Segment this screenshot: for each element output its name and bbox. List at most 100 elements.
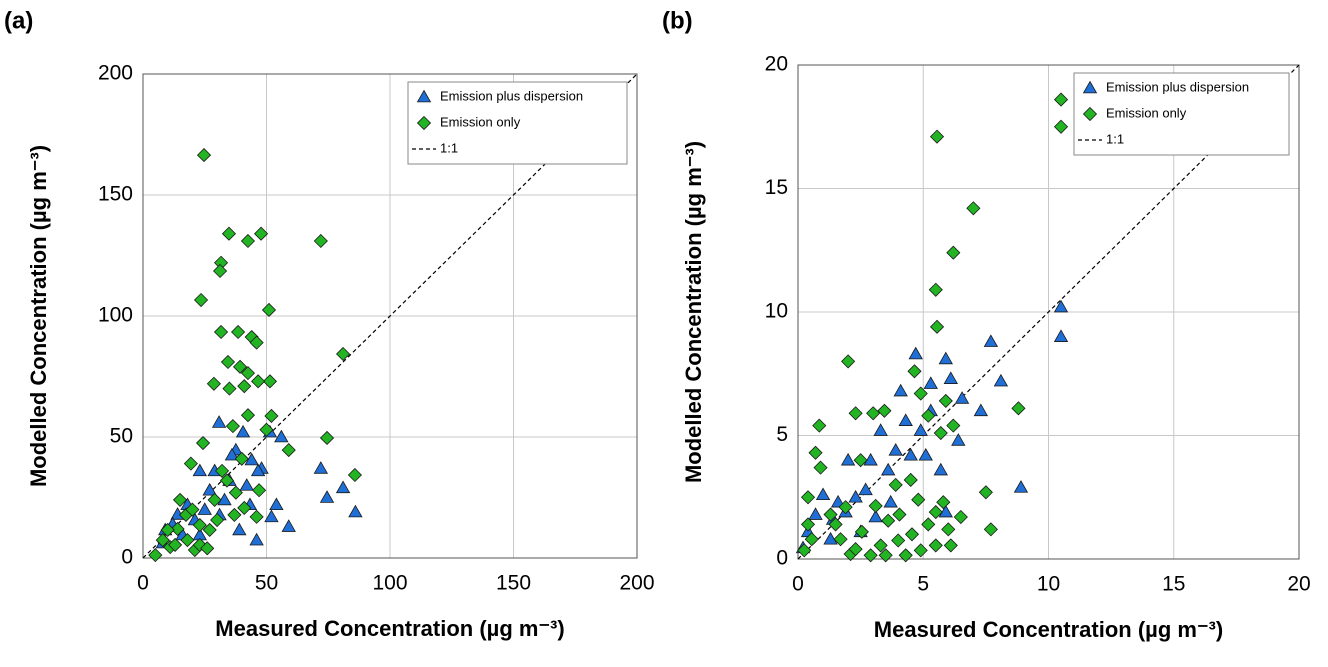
triangle-point — [888, 443, 903, 456]
diamond-point — [261, 302, 277, 318]
diamond-point — [921, 408, 936, 423]
diamond-point — [249, 335, 264, 350]
diamond-point — [347, 467, 362, 483]
diamond-point — [148, 548, 163, 563]
diamond-point — [220, 354, 236, 370]
diamond-point — [237, 379, 252, 394]
triangle-point — [815, 487, 831, 501]
triangle-point — [923, 376, 938, 389]
diamond-point — [180, 533, 195, 548]
diamond-point — [319, 430, 335, 446]
diamond-point — [170, 521, 185, 537]
diamond-point — [838, 500, 853, 515]
triangle-point — [880, 462, 896, 476]
y-tick-label: 150 — [98, 183, 133, 206]
diamond-point — [848, 542, 863, 557]
triangle-point — [908, 346, 923, 360]
diamond-point — [1053, 119, 1069, 134]
y-tick-label: 10 — [765, 300, 788, 323]
diamond-point — [213, 324, 229, 340]
triangle-point — [250, 463, 266, 477]
plot-frame — [797, 64, 1300, 560]
diamond-point — [222, 381, 237, 396]
diamond-point — [946, 418, 961, 433]
diamond-point — [262, 374, 278, 389]
diamond-point — [219, 473, 235, 488]
legend-label: 1:1 — [440, 140, 458, 155]
triangle-point — [211, 415, 227, 428]
triangle-point — [202, 482, 217, 496]
diamond-point — [797, 543, 812, 558]
triangle-point — [840, 452, 856, 466]
y-tick-label: 15 — [765, 176, 788, 199]
diamond-point — [928, 282, 943, 297]
legend-label: Emission only — [1106, 105, 1187, 120]
diamond-point — [881, 513, 896, 528]
diamond-point — [903, 472, 918, 488]
triangle-point — [269, 497, 284, 511]
diamond-point — [943, 538, 958, 553]
diamond-point — [264, 408, 279, 424]
diamond-point — [193, 292, 209, 308]
triangle-point — [868, 509, 883, 523]
x-tick-label: 10 — [1037, 573, 1060, 596]
diamond-point — [254, 226, 269, 241]
diamond-point — [854, 524, 869, 539]
diamond-point — [233, 359, 248, 374]
diamond-point — [195, 435, 211, 451]
triangle-point — [983, 334, 999, 347]
y-axis-title: Modelled Concentration (µg m⁻³) — [681, 141, 706, 483]
legend-label: 1:1 — [1106, 131, 1124, 146]
triangle-point — [973, 403, 989, 417]
diamond-point — [800, 517, 816, 532]
x-tick-label: 50 — [255, 572, 278, 595]
triangle-point — [858, 482, 873, 496]
one-to-one-line — [797, 64, 1300, 560]
diamond-point — [828, 517, 843, 532]
triangle-point — [313, 461, 329, 474]
triangle-point — [913, 423, 928, 436]
diamond-point — [251, 374, 266, 389]
triangle-point — [264, 509, 279, 523]
diamond-point — [966, 201, 981, 216]
triangle-point — [823, 531, 838, 545]
diamond-point — [907, 364, 922, 379]
diamond-point — [953, 509, 968, 525]
triangle-point — [281, 519, 296, 532]
diamond-point — [1082, 106, 1098, 122]
legend-label: Emission plus dispersion — [440, 88, 583, 103]
diamond-point — [249, 509, 264, 524]
diamond-point — [928, 538, 943, 553]
diamond-point — [813, 460, 828, 475]
diamond-point — [911, 492, 926, 507]
y-axis-title: Modelled Concentration (µg m⁻³) — [26, 145, 51, 487]
x-axis-title: Measured Concentration (µg m⁻³) — [874, 617, 1223, 642]
diamond-point — [833, 532, 848, 547]
diamond-point — [240, 366, 256, 381]
triangle-point — [1053, 299, 1069, 313]
legend-box — [407, 81, 628, 165]
triangle-point — [1013, 480, 1029, 493]
diamond-point — [868, 498, 883, 513]
diamond-point — [1053, 92, 1069, 107]
diamond-point — [808, 445, 823, 460]
triangle-point — [217, 492, 232, 506]
diamond-point — [160, 522, 175, 537]
diamond-point — [207, 492, 222, 507]
diamond-point — [929, 129, 945, 144]
legend-label: Emission only — [440, 114, 521, 129]
diamond-point — [185, 502, 200, 517]
diamond-point — [878, 548, 893, 563]
diamond-point — [841, 354, 856, 369]
triangle-point — [1082, 80, 1098, 94]
panel-label: (a) — [4, 7, 33, 34]
diamond-point — [804, 532, 819, 547]
triangle-point — [954, 391, 970, 404]
y-tick-label: 20 — [765, 53, 788, 76]
y-tick-label: 50 — [110, 425, 133, 448]
x-axis-title: Measured Concentration (µg m⁻³) — [215, 616, 564, 641]
diamond-point — [941, 522, 956, 537]
diamond-point — [877, 403, 892, 418]
diamond-point — [225, 419, 240, 434]
